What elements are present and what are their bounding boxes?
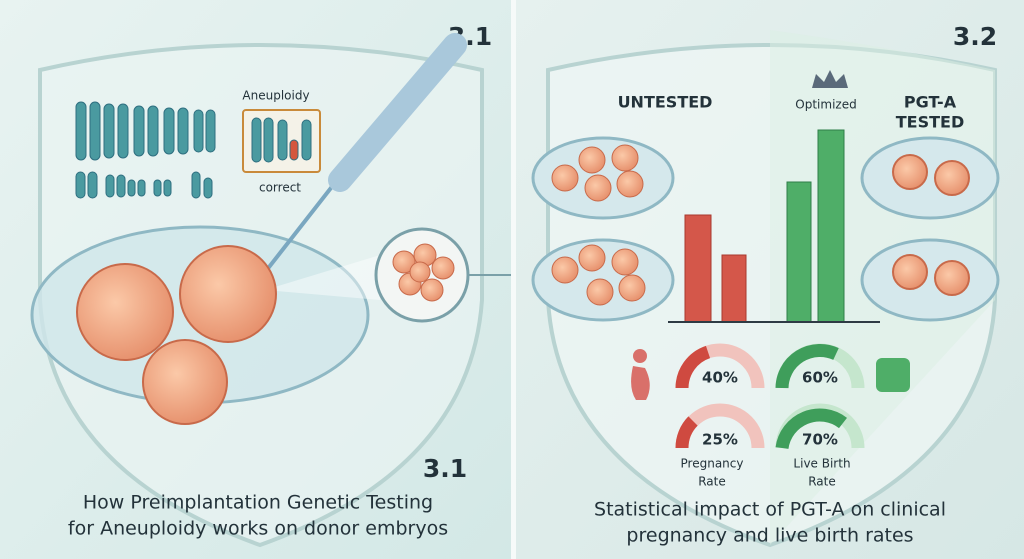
tested-label: TESTED <box>896 113 965 132</box>
caption: pregnancy and live birth rates <box>626 525 913 547</box>
caption: Statistical impact of PGT-A on clinical <box>594 499 946 521</box>
crown <box>812 70 848 88</box>
gauge-label: 70% <box>802 431 838 449</box>
gauges <box>675 343 865 450</box>
metric-label: Rate <box>808 475 836 489</box>
panel-number: 3.2 <box>953 22 997 51</box>
embryo <box>142 339 228 425</box>
chromosomes <box>75 101 216 199</box>
box-chromosomes <box>251 117 312 163</box>
gauge-label: 40% <box>702 369 738 387</box>
metric-label: Live Birth <box>793 457 850 471</box>
tested-label: PGT-A <box>904 93 957 112</box>
pregnant-icon <box>631 349 650 400</box>
gauge-label: 60% <box>802 369 838 387</box>
cells <box>392 243 455 302</box>
right-panel: 3.2 UNTESTED Optimized PGT-A TESTED <box>516 0 1024 559</box>
embryo <box>179 245 277 343</box>
untested-dishes <box>531 136 675 322</box>
optimized-label: Optimized <box>795 98 856 112</box>
untested-label: UNTESTED <box>618 93 713 112</box>
metric-label: Rate <box>698 475 726 489</box>
gauge-label: 25% <box>702 431 738 449</box>
baby-icon <box>876 358 910 392</box>
caption: How Preimplantation Genetic Testing <box>83 492 433 514</box>
divider <box>511 0 516 559</box>
embryo <box>76 263 174 361</box>
beam <box>265 255 380 300</box>
panel-number: 3.1 <box>423 454 467 483</box>
bars <box>668 129 880 323</box>
caption: for Aneuploidy works on donor embryos <box>68 518 448 540</box>
metric-label: Pregnancy <box>681 457 744 471</box>
tested-dishes <box>860 136 1000 322</box>
box-title: Aneuploidy <box>242 89 309 103</box>
left-panel: 3.1 Aneuploidy correct <box>0 0 512 559</box>
box-note: correct <box>259 181 301 195</box>
pipette <box>328 33 467 192</box>
